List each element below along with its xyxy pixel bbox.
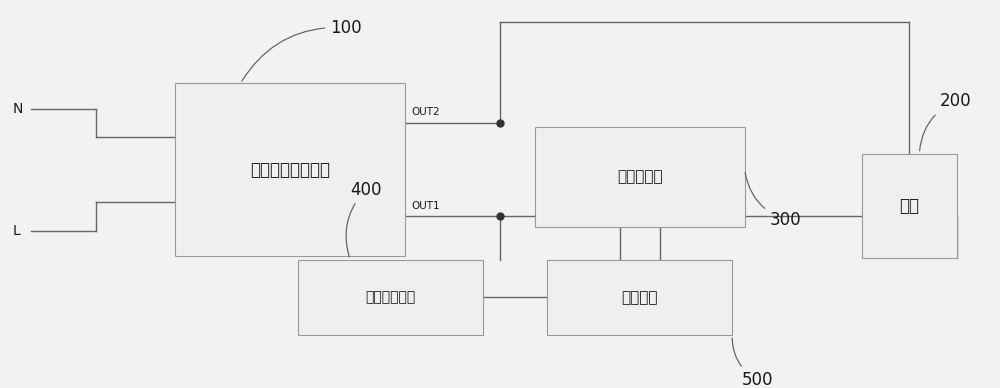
Text: 开关电源模块: 开关电源模块: [365, 290, 415, 305]
Text: 300: 300: [745, 173, 801, 229]
Text: 可控硅模块: 可控硅模块: [617, 170, 663, 184]
Bar: [547, 260, 732, 335]
Text: N: N: [13, 102, 23, 116]
Text: 电磁干扰抑制电路: 电磁干扰抑制电路: [250, 161, 330, 179]
Text: 100: 100: [242, 19, 362, 81]
Bar: [862, 154, 957, 258]
Bar: [535, 126, 745, 227]
Text: OUT1: OUT1: [411, 201, 440, 211]
Bar: [175, 83, 405, 256]
Text: OUT2: OUT2: [411, 107, 440, 117]
Bar: [298, 260, 483, 335]
Text: 电机: 电机: [899, 197, 919, 215]
Text: 200: 200: [920, 92, 971, 151]
Text: 控制芯片: 控制芯片: [622, 290, 658, 305]
Text: 500: 500: [732, 338, 774, 388]
Text: L: L: [13, 224, 20, 238]
Text: 400: 400: [346, 180, 382, 257]
